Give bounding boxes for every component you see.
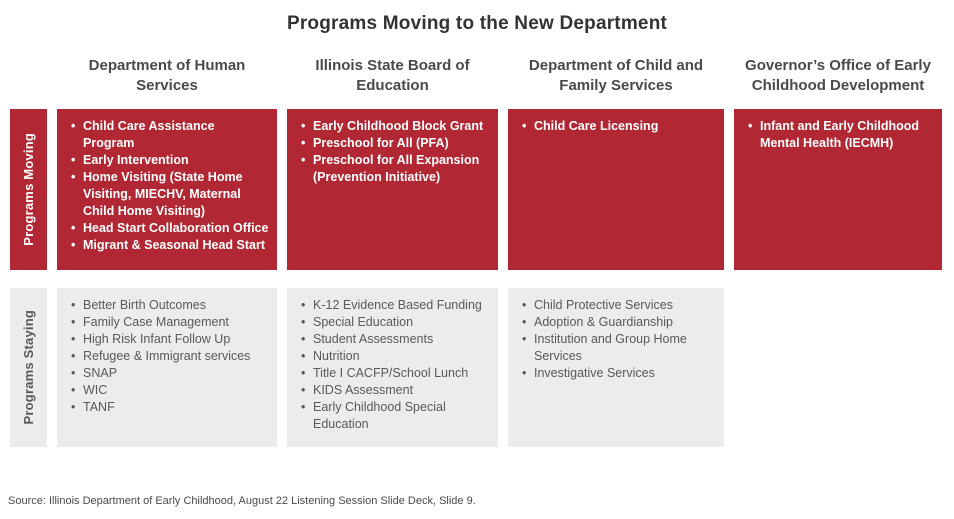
staying-cell-isbe-list: K-12 Evidence Based FundingSpecial Educa…	[299, 297, 490, 433]
moving-cell-dhs-list: Child Care Assistance ProgramEarly Inter…	[69, 118, 269, 254]
column-header-isbe: Illinois State Board of Education	[315, 57, 470, 94]
bullet-item: TANF	[69, 399, 269, 416]
moving-cell-dcfs-list: Child Care Licensing	[520, 118, 716, 135]
bullet-item: Early Childhood Block Grant	[299, 118, 490, 135]
staying-cell-dhs: Better Birth OutcomesFamily Case Managem…	[57, 288, 277, 447]
bullet-item: High Risk Infant Follow Up	[69, 331, 269, 348]
bullet-item: Student Assessments	[299, 331, 490, 348]
bullet-item: Early Childhood Special Education	[299, 399, 490, 433]
bullet-item: Early Intervention	[69, 152, 269, 169]
column-header-row: Department of Human Services Illinois St…	[10, 53, 954, 99]
source-citation: Source: Illinois Department of Early Chi…	[8, 495, 476, 507]
programs-moving-row-label: Programs Moving	[10, 109, 47, 270]
column-header-dcfs: Department of Child and Family Services	[528, 57, 704, 94]
bullet-item: K-12 Evidence Based Funding	[299, 297, 490, 314]
bullet-item: Child Care Licensing	[520, 118, 716, 135]
programs-moving-row: Programs Moving Child Care Assistance Pr…	[10, 109, 954, 270]
staying-cell-goecd-empty	[734, 288, 942, 447]
moving-cell-dhs: Child Care Assistance ProgramEarly Inter…	[57, 109, 277, 270]
bullet-item: Infant and Early Childhood Mental Health…	[746, 118, 934, 152]
page-title: Programs Moving to the New Department	[286, 13, 668, 34]
programs-staying-row-label: Programs Staying	[10, 288, 47, 447]
moving-cell-goecd-list: Infant and Early Childhood Mental Health…	[746, 118, 934, 152]
bullet-item: Adoption & Guardianship	[520, 314, 716, 331]
bullet-item: KIDS Assessment	[299, 382, 490, 399]
bullet-item: Child Care Assistance Program	[69, 118, 269, 152]
bullet-item: Home Visiting (State Home Visiting, MIEC…	[69, 169, 269, 220]
bullet-item: Child Protective Services	[520, 297, 716, 314]
programs-staying-row-label-text: Programs Staying	[21, 310, 36, 425]
column-header-goecd: Governor’s Office of Early Childhood Dev…	[745, 57, 931, 94]
bullet-item: Preschool for All Expansion (Prevention …	[299, 152, 490, 186]
bullet-item: SNAP	[69, 365, 269, 382]
moving-cell-isbe: Early Childhood Block GrantPreschool for…	[287, 109, 498, 270]
bullet-item: Better Birth Outcomes	[69, 297, 269, 314]
staying-cell-isbe: K-12 Evidence Based FundingSpecial Educa…	[287, 288, 498, 447]
bullet-item: Special Education	[299, 314, 490, 331]
bullet-item: Migrant & Seasonal Head Start	[69, 237, 269, 254]
programs-moving-row-label-text: Programs Moving	[21, 133, 36, 246]
column-header-dhs: Department of Human Services	[88, 57, 246, 94]
bullet-item: Investigative Services	[520, 365, 716, 382]
bullet-item: Refugee & Immigrant services	[69, 348, 269, 365]
moving-cell-isbe-list: Early Childhood Block GrantPreschool for…	[299, 118, 490, 186]
staying-cell-dcfs: Child Protective ServicesAdoption & Guar…	[508, 288, 724, 447]
bullet-item: WIC	[69, 382, 269, 399]
bullet-item: Title I CACFP/School Lunch	[299, 365, 490, 382]
bullet-item: Family Case Management	[69, 314, 269, 331]
programs-table: Department of Human Services Illinois St…	[0, 35, 954, 447]
staying-cell-dhs-list: Better Birth OutcomesFamily Case Managem…	[69, 297, 269, 416]
moving-cell-dcfs: Child Care Licensing	[508, 109, 724, 270]
staying-cell-dcfs-list: Child Protective ServicesAdoption & Guar…	[520, 297, 716, 382]
bullet-item: Head Start Collaboration Office	[69, 220, 269, 237]
bullet-item: Preschool for All (PFA)	[299, 135, 490, 152]
bullet-item: Institution and Group Home Services	[520, 331, 716, 365]
programs-staying-row: Programs Staying Better Birth OutcomesFa…	[10, 288, 954, 447]
moving-cell-goecd: Infant and Early Childhood Mental Health…	[734, 109, 942, 270]
bullet-item: Nutrition	[299, 348, 490, 365]
